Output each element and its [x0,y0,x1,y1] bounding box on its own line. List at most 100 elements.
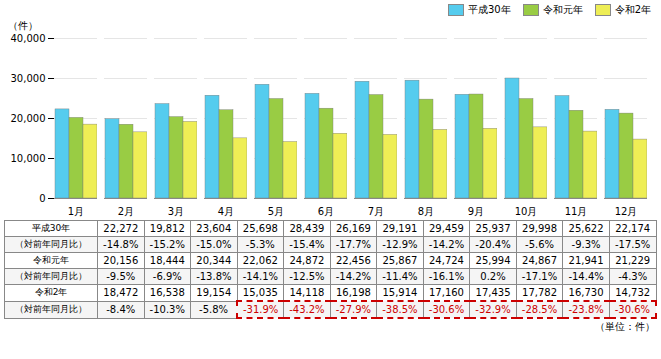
html-text:平成30年: 平成30年 [31,223,71,233]
svg-text:（件）: （件） [8,20,38,31]
html-text:22,062: 22,062 [242,255,278,266]
html-text:-9.3%: -9.3% [571,239,601,250]
html-text:28,439: 28,439 [289,223,325,234]
html-text:-31.9%: -31.9% [242,304,279,315]
html-text:20,344: 20,344 [196,255,232,266]
html-text:-27.9%: -27.9% [335,304,372,315]
html-text:18,444: 18,444 [149,255,185,266]
html-text:24,724: 24,724 [429,255,464,266]
html-text:15,035: 15,035 [242,287,278,298]
html-text:24,867: 24,867 [522,255,557,266]
html-text:17,160: 17,160 [429,287,464,298]
html-text:-6.9%: -6.9% [152,271,182,282]
html-text:0.2%: 0.2% [480,271,506,282]
html-text:-16.1%: -16.1% [428,271,465,282]
html-text:令和元年: 令和元年 [33,255,69,265]
html-text:16,730: 16,730 [568,287,604,298]
html-text:-28.5%: -28.5% [521,304,558,315]
html-text:22,272: 22,272 [103,223,139,234]
html-text:-20.4%: -20.4% [475,239,511,250]
svg-text:3月: 3月 [168,206,184,217]
svg-text:40,000: 40,000 [11,33,46,44]
svg-text:2月: 2月 [118,206,134,217]
svg-text:20,000: 20,000 [11,113,46,124]
html-text:14,732: 14,732 [615,287,651,298]
html-text:-14.1%: -14.1% [242,271,278,282]
html-text:-14.4%: -14.4% [568,271,604,282]
html-text:-17.5%: -17.5% [615,239,651,250]
html-text:25,937: 25,937 [475,223,511,234]
html-text:-17.1%: -17.1% [521,271,558,282]
html-text:20,156: 20,156 [103,255,139,266]
html-text:21,229: 21,229 [615,255,651,266]
svg-text:10月: 10月 [515,206,538,217]
html-text:（対前年同月比）: （対前年同月比） [15,239,87,249]
html-text:21,941: 21,941 [568,255,604,266]
svg-text:30,000: 30,000 [11,73,46,84]
html-text:-12.5%: -12.5% [289,271,325,282]
html-text:（対前年同月比）: （対前年同月比） [15,271,87,281]
html-text:令和元年: 令和元年 [542,4,583,15]
html-text:-15.0%: -15.0% [196,239,232,250]
html-text:-17.7%: -17.7% [335,239,372,250]
html-text:-5.6%: -5.6% [525,239,554,250]
html-text:22,174: 22,174 [615,223,651,234]
html-text:-30.6%: -30.6% [614,304,651,315]
html-text:-15.2%: -15.2% [149,239,185,250]
html-text:-5.8%: -5.8% [199,304,229,315]
html-text:16,198: 16,198 [335,287,371,298]
html-text:-11.4%: -11.4% [382,271,418,282]
html-text:24,872: 24,872 [289,255,325,266]
html-text:-14.2%: -14.2% [428,239,465,250]
svg-text:4月: 4月 [218,206,234,217]
html-text:-43.2%: -43.2% [289,304,325,315]
html-text:-13.8%: -13.8% [196,271,232,282]
svg-text:1月: 1月 [68,206,84,217]
svg-text:5月: 5月 [268,206,284,217]
svg-text:11月: 11月 [565,206,588,217]
html-text:平成30年: 平成30年 [467,4,511,15]
html-text:14,118: 14,118 [289,287,325,298]
html-text:25,622: 25,622 [568,223,604,234]
html-text:19,154: 19,154 [196,287,232,299]
html-text:-4.3%: -4.3% [618,271,648,282]
html-text:17,782: 17,782 [522,287,557,298]
html-text:-12.9%: -12.9% [382,239,418,250]
html-text:26,169: 26,169 [335,223,371,234]
svg-text:6月: 6月 [318,206,334,217]
html-text:-32.9%: -32.9% [475,304,511,315]
svg-text:7月: 7月 [368,206,384,217]
html-text:17,435: 17,435 [475,287,511,298]
svg-text:0: 0 [39,193,45,204]
html-text:-9.5%: -9.5% [106,271,136,282]
html-text:25,994: 25,994 [475,255,511,266]
html-text:-23.8%: -23.8% [568,304,604,315]
html-text:-10.3%: -10.3% [149,304,185,315]
html-text:-15.4%: -15.4% [289,239,325,250]
svg-text:10,000: 10,000 [11,153,46,164]
html-text:-38.5%: -38.5% [382,304,418,315]
html-text:-8.4%: -8.4% [106,304,136,315]
html-text:29,191: 29,191 [382,223,418,234]
html-text:-14.2%: -14.2% [335,271,372,282]
html-text:令和2年: 令和2年 [614,4,651,15]
svg-text:12月: 12月 [615,206,638,217]
html-text:-30.6%: -30.6% [428,304,465,315]
html-text:15,914: 15,914 [382,287,418,298]
html-text:18,472: 18,472 [103,287,139,299]
html-text:19,812: 19,812 [149,223,185,234]
html-text:（対前年同月比）: （対前年同月比） [15,304,87,314]
html-text:29,459: 29,459 [429,223,464,234]
html-text:23,604: 23,604 [196,223,232,234]
html-text:（単位：件）: （単位：件） [595,321,655,332]
html-text:22,456: 22,456 [335,255,371,266]
html-text:令和2年: 令和2年 [34,287,68,298]
svg-text:9月: 9月 [468,206,484,217]
html-text:-14.8%: -14.8% [103,239,139,250]
html-text:16,538: 16,538 [149,287,185,299]
html-text:25,867: 25,867 [382,255,418,266]
html-text:29,998: 29,998 [522,223,557,234]
html-text:-5.3%: -5.3% [245,239,275,250]
html-text:25,698: 25,698 [242,223,278,234]
svg-text:8月: 8月 [418,206,434,217]
